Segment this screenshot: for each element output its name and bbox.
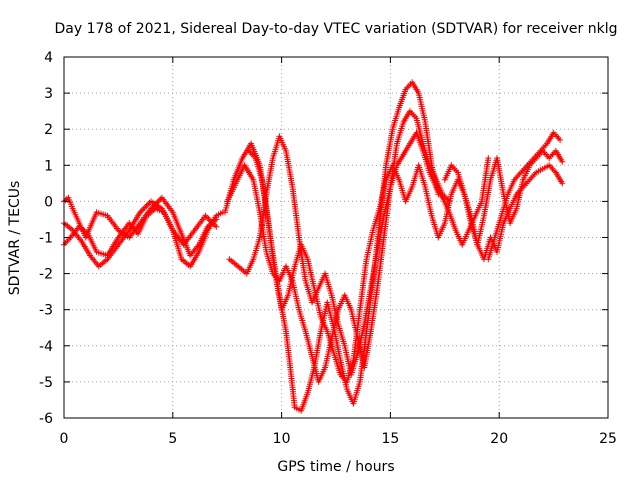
series-line bbox=[226, 110, 450, 383]
series-trace-6 bbox=[226, 129, 492, 378]
x-tick-label: 15 bbox=[381, 431, 399, 447]
y-tick-label: -2 bbox=[39, 267, 53, 283]
y-tick-label: 4 bbox=[44, 50, 53, 66]
x-tick-label: 25 bbox=[599, 431, 617, 447]
x-tick-label: 5 bbox=[168, 431, 177, 447]
data-series-group bbox=[61, 79, 566, 414]
series-trace-3 bbox=[61, 194, 220, 259]
data-point-marker bbox=[559, 180, 566, 187]
series-trace-9 bbox=[485, 129, 564, 263]
series-trace-8 bbox=[441, 147, 566, 248]
x-tick-label: 10 bbox=[273, 431, 291, 447]
data-point-marker bbox=[213, 216, 220, 223]
y-tick-label: 3 bbox=[44, 86, 53, 102]
data-point-marker bbox=[559, 158, 566, 165]
y-tick-label: -3 bbox=[39, 303, 53, 319]
y-tick-label: -6 bbox=[39, 411, 53, 427]
axis-ticks: 0 5 10 15 20 25 -6 -5 -4 -3 -2 -1 0 1 2 3 4 bbox=[39, 50, 617, 447]
chart-title: Day 178 of 2021, Sidereal Day-to-day VTE… bbox=[55, 21, 618, 37]
y-tick-label: 0 bbox=[44, 194, 53, 210]
y-tick-label: -5 bbox=[39, 375, 53, 391]
x-axis-label: GPS time / hours bbox=[277, 459, 394, 475]
y-tick-label: -4 bbox=[39, 339, 53, 355]
y-axis-label: SDTVAR / TECUs bbox=[7, 181, 23, 296]
y-tick-label: 1 bbox=[44, 158, 53, 174]
x-tick-label: 20 bbox=[490, 431, 508, 447]
x-tick-label: 0 bbox=[60, 431, 69, 447]
data-point-marker bbox=[557, 137, 564, 143]
data-point-marker bbox=[213, 223, 220, 230]
data-point-marker bbox=[485, 155, 492, 162]
series-trace-2 bbox=[61, 198, 220, 270]
series-trace-7 bbox=[246, 147, 566, 385]
y-tick-label: 2 bbox=[44, 122, 53, 138]
y-tick-label: -1 bbox=[39, 231, 53, 247]
